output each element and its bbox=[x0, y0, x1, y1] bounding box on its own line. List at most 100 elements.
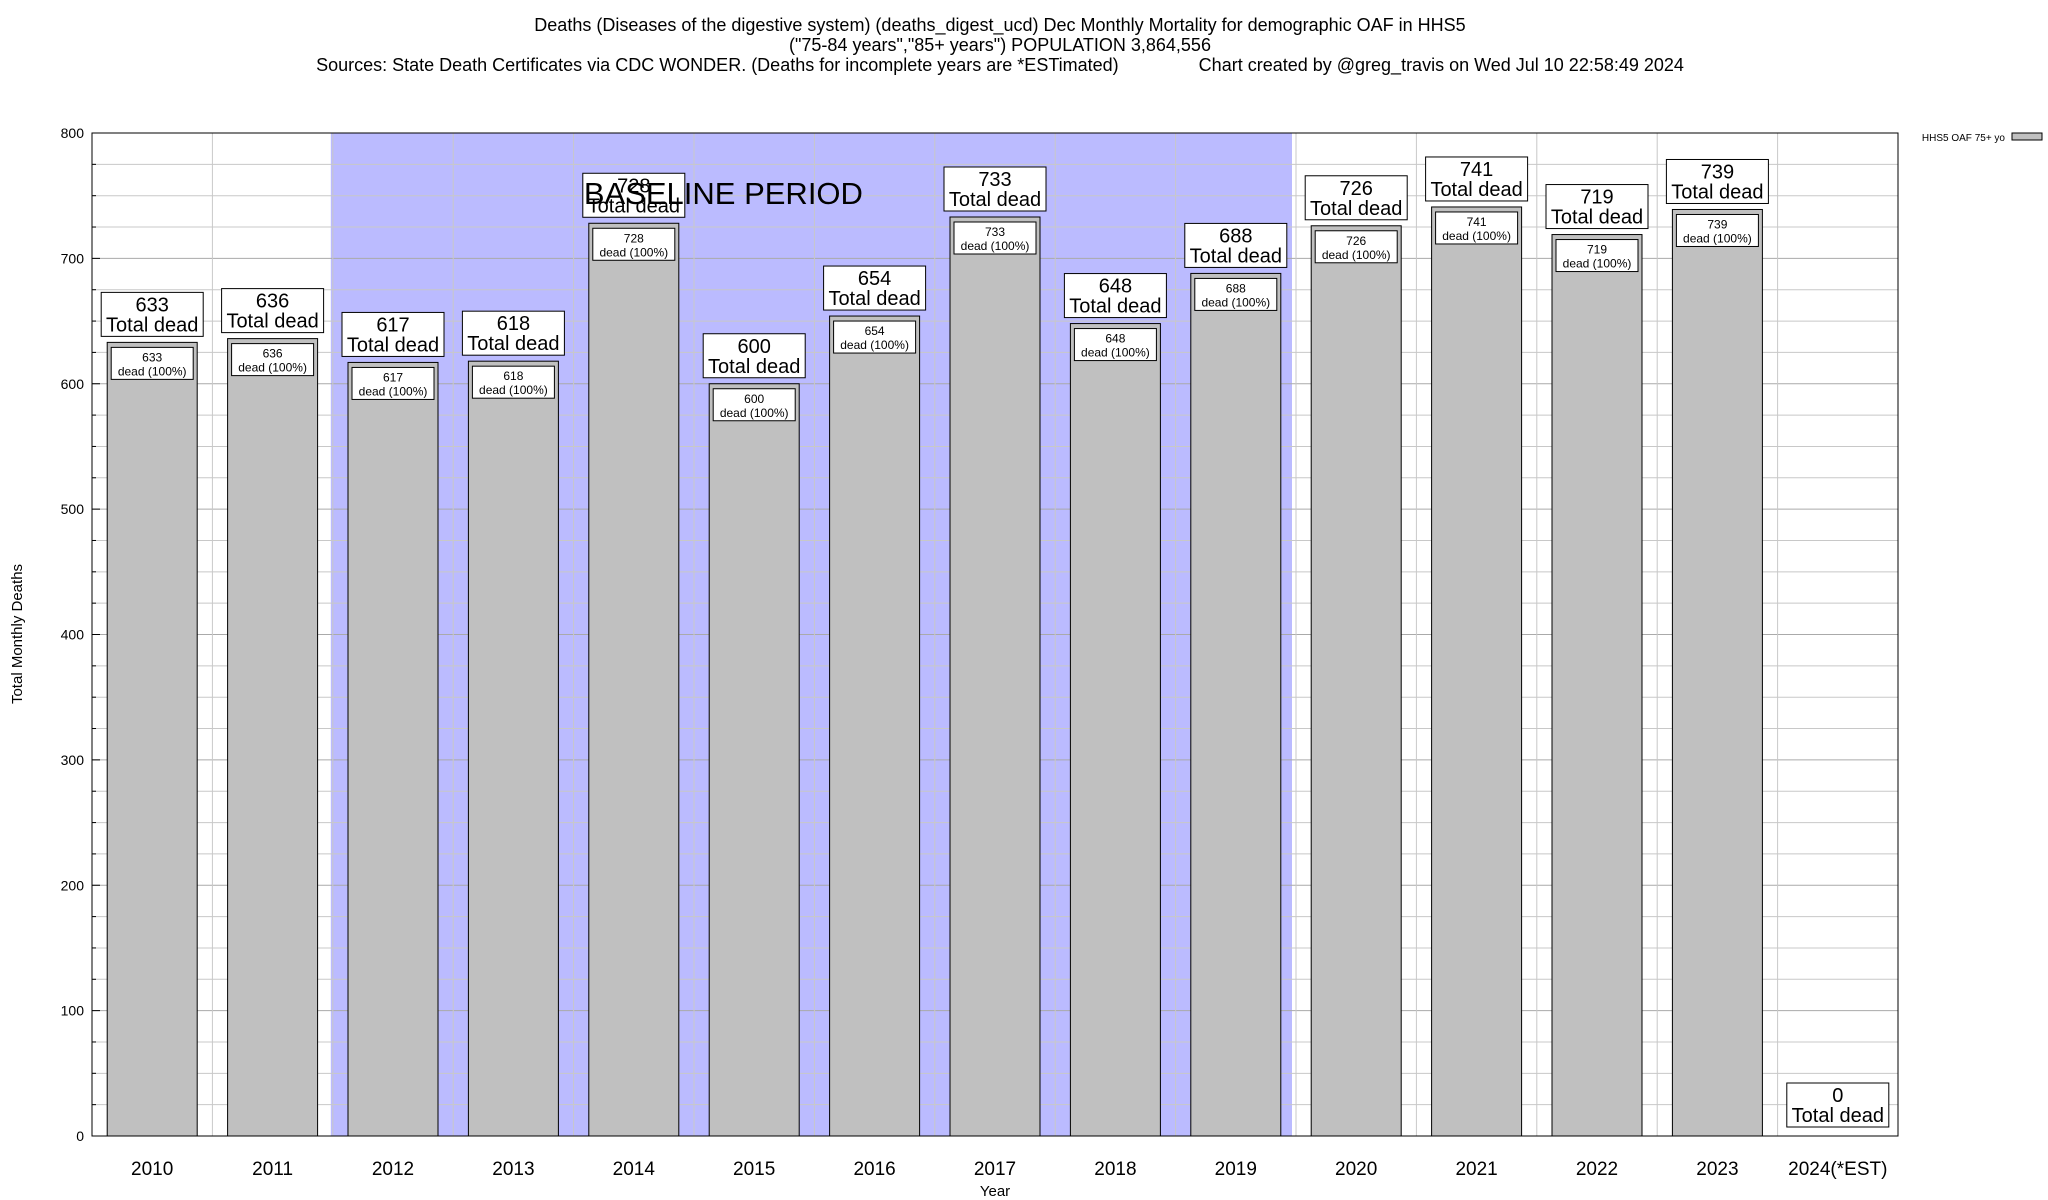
legend: HHS5 OAF 75+ yo bbox=[1922, 132, 2043, 144]
chart-title: Deaths (Diseases of the digestive system… bbox=[316, 15, 1684, 76]
total-dead-label: Total dead bbox=[1671, 181, 1763, 203]
x-tick-label: 2015 bbox=[733, 1159, 775, 1180]
bar bbox=[1671, 208, 1763, 1137]
total-label-box bbox=[1425, 156, 1529, 202]
x-axis: 2010 2011 2012 2013 2014 2015 2016 2017 2018 2019… bbox=[131, 1159, 1887, 1180]
x-tick-label: 2011 bbox=[252, 1159, 293, 1180]
inner-label-box bbox=[351, 366, 435, 400]
bar bbox=[588, 222, 680, 1137]
total-value-label: 741 bbox=[1460, 159, 1493, 181]
inner-percent-label: dead (100%) bbox=[840, 338, 909, 352]
bar bbox=[1190, 272, 1282, 1137]
inner-value-label: 688 bbox=[1226, 281, 1246, 295]
legend-swatch bbox=[2011, 132, 2043, 141]
total-dead-label: Total dead bbox=[708, 356, 800, 378]
total-value-label: 600 bbox=[738, 336, 771, 358]
inner-percent-label: dead (100%) bbox=[359, 384, 428, 398]
bar bbox=[106, 341, 198, 1137]
total-value-label: 719 bbox=[1580, 187, 1613, 209]
x-tick-label: 2014 bbox=[613, 1159, 656, 1180]
total-label-box bbox=[1063, 273, 1167, 319]
title-line-2: ("75-84 years","85+ years") POPULATION 3… bbox=[789, 35, 1211, 55]
x-tick-label: 2012 bbox=[372, 1159, 414, 1180]
inner-percent-label: dead (100%) bbox=[1563, 257, 1632, 271]
bar bbox=[1310, 225, 1402, 1137]
total-dead-label: Total dead bbox=[1792, 1105, 1884, 1127]
y-tick-label: 500 bbox=[61, 501, 85, 517]
bar bbox=[1069, 323, 1161, 1137]
bar bbox=[829, 315, 921, 1137]
inner-label-box bbox=[231, 343, 315, 377]
inner-percent-label: dead (100%) bbox=[1201, 295, 1270, 309]
total-label-box bbox=[221, 288, 325, 334]
y-axis: 0 100 200 300 400 500 600 700 800 bbox=[61, 125, 100, 1144]
total-dead-label: Total dead bbox=[347, 334, 439, 356]
total-dead-label: Total dead bbox=[949, 189, 1041, 211]
total-value-label: 688 bbox=[1219, 225, 1252, 247]
inner-percent-label: dead (100%) bbox=[1081, 346, 1150, 360]
x-tick-label: 2016 bbox=[853, 1159, 895, 1180]
x-axis-label: Year bbox=[980, 1183, 1010, 1200]
total-value-label: 636 bbox=[256, 291, 289, 313]
inner-percent-label: dead (100%) bbox=[118, 364, 187, 378]
total-value-label: 728 bbox=[617, 175, 650, 197]
total-dead-label: Total dead bbox=[1310, 198, 1402, 220]
total-value-label: 726 bbox=[1340, 178, 1373, 200]
y-tick-label: 600 bbox=[61, 376, 85, 392]
inner-label-box bbox=[592, 227, 676, 261]
inner-label-box bbox=[1194, 277, 1278, 311]
total-label-box bbox=[1545, 184, 1649, 230]
total-label-box bbox=[100, 291, 204, 337]
x-tick-label: 2010 bbox=[131, 1159, 173, 1180]
inner-percent-label: dead (100%) bbox=[599, 245, 668, 259]
inner-label-box bbox=[471, 365, 555, 399]
inner-value-label: 618 bbox=[503, 369, 523, 383]
total-value-label: 739 bbox=[1701, 161, 1734, 183]
total-dead-label: Total dead bbox=[828, 288, 920, 310]
bar bbox=[1431, 206, 1523, 1137]
inner-value-label: 633 bbox=[142, 350, 162, 364]
y-tick-label: 700 bbox=[61, 250, 85, 266]
inner-percent-label: dead (100%) bbox=[1683, 231, 1752, 245]
inner-value-label: 726 bbox=[1346, 234, 1366, 248]
inner-value-label: 654 bbox=[865, 324, 885, 338]
total-dead-label: Total dead bbox=[1069, 296, 1161, 318]
total-dead-label: Total dead bbox=[226, 311, 318, 333]
inner-label-box bbox=[1435, 211, 1519, 245]
inner-value-label: 733 bbox=[985, 225, 1005, 239]
total-label-box bbox=[1304, 175, 1408, 221]
total-label-box bbox=[702, 333, 806, 379]
inner-label-box bbox=[1675, 213, 1759, 247]
inner-value-label: 741 bbox=[1467, 215, 1487, 229]
title-line-1: Deaths (Diseases of the digestive system… bbox=[534, 15, 1465, 36]
total-dead-label: Total dead bbox=[1430, 179, 1522, 201]
total-label-box bbox=[1184, 222, 1288, 268]
total-dead-label: Total dead bbox=[1190, 245, 1282, 267]
total-dead-label: Total dead bbox=[467, 333, 559, 355]
total-label-box bbox=[943, 166, 1047, 212]
title-line-3: Sources: State Death Certificates via CD… bbox=[316, 55, 1684, 76]
x-tick-label: 2024(*EST) bbox=[1788, 1159, 1887, 1180]
total-label-box bbox=[341, 311, 445, 357]
inner-percent-label: dead (100%) bbox=[720, 406, 789, 420]
inner-value-label: 600 bbox=[744, 392, 764, 406]
inner-percent-label: dead (100%) bbox=[1322, 248, 1391, 262]
total-label-box bbox=[1786, 1082, 1890, 1128]
x-tick-label: 2019 bbox=[1215, 1159, 1257, 1180]
inner-percent-label: dead (100%) bbox=[238, 361, 307, 375]
y-tick-label: 0 bbox=[76, 1128, 84, 1144]
bar bbox=[949, 216, 1041, 1137]
inner-value-label: 617 bbox=[383, 370, 403, 384]
total-dead-label: Total dead bbox=[588, 195, 680, 217]
total-label-box bbox=[1665, 158, 1769, 204]
x-tick-label: 2022 bbox=[1576, 1159, 1618, 1180]
y-tick-label: 300 bbox=[61, 752, 85, 768]
y-tick-label: 800 bbox=[61, 125, 85, 141]
inner-label-box bbox=[1314, 230, 1398, 264]
total-label-box bbox=[461, 310, 565, 356]
inner-label-box bbox=[1073, 328, 1157, 362]
total-label-box bbox=[582, 172, 686, 218]
y-axis-label: Total Monthly Deaths bbox=[9, 564, 26, 704]
bar bbox=[1551, 234, 1643, 1137]
